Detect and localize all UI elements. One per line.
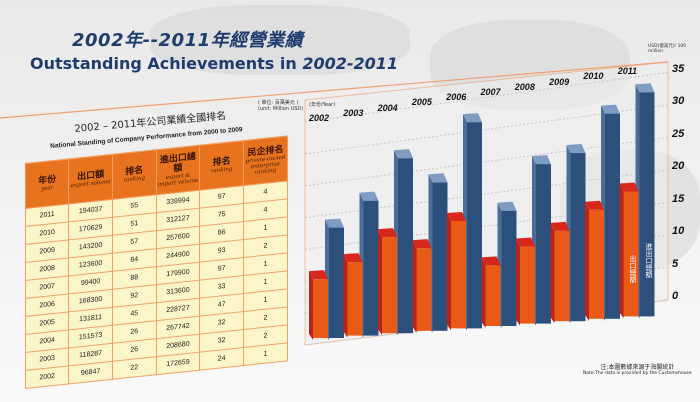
title-en-years: 2002-2011 (302, 54, 399, 73)
page-title-zh: 2002年--2011年經營業績 (72, 30, 304, 51)
bar-total-top (394, 149, 413, 159)
x-tick-label: 2003 (343, 107, 364, 118)
bar-total-2006 (467, 122, 482, 329)
bar-export-2002 (313, 279, 328, 338)
x-tick-label: 2002 (309, 113, 330, 123)
bar-total-2003 (363, 200, 379, 336)
table-unit: ( 單位: 百萬美元 ) (unit: Million USD) (258, 100, 303, 112)
gridline (304, 72, 669, 123)
bar-export-top (481, 256, 501, 266)
bar-total-top (601, 104, 620, 114)
x-tick-label: 2005 (411, 97, 432, 108)
bar-export-side (619, 183, 624, 319)
bar-export-side (481, 257, 486, 328)
bar-export-2008 (520, 246, 535, 324)
bar-export-side (343, 254, 348, 338)
bar-export-side (309, 271, 313, 340)
bar-export-2005 (416, 248, 432, 331)
x-tick-label: 2006 (446, 92, 467, 103)
x-tick-label: 2010 (583, 71, 604, 82)
bar-total-top (566, 144, 586, 154)
bar-total-2007 (501, 210, 517, 326)
note-en: Note:The data is provided by the Customs… (583, 371, 692, 376)
y-tick-label: 5 (672, 257, 679, 270)
bar-export-top (516, 237, 535, 247)
bar-export-side (516, 238, 520, 326)
bar-export-side (585, 201, 589, 321)
bar-export-top (619, 182, 639, 192)
y-tick-label: 0 (672, 290, 679, 302)
bar-export-side (378, 229, 382, 336)
bar-total-top (325, 218, 344, 228)
bar-total-top (497, 201, 517, 211)
bar-export-top (343, 253, 363, 263)
y-tick-label: 10 (672, 225, 685, 237)
unit-en: (unit: Million USD) (258, 106, 304, 112)
x-tick-label: 2008 (514, 81, 535, 92)
bar-export-top (550, 221, 570, 231)
title-en-prefix: Outstanding Achievements in (30, 54, 303, 73)
x-tick-label: 2011 (617, 66, 638, 77)
x-tick-label: 2009 (549, 76, 570, 87)
series-label-export: 出口總額 (629, 255, 637, 283)
y-tick-label: 30 (672, 95, 685, 107)
bar-export-2011 (623, 191, 639, 317)
x-tick-label: 2004 (377, 102, 398, 113)
bar-export-2004 (382, 237, 397, 334)
bar-total-top (359, 191, 379, 201)
world-map-shape (150, 5, 410, 75)
bar-total-top (428, 173, 448, 183)
bar-export-side (412, 240, 417, 333)
bar-export-2007 (485, 265, 501, 326)
bar-export-2010 (589, 209, 604, 319)
x-axis-note: (年份/Year) (309, 102, 336, 108)
bar-total-top (463, 113, 482, 123)
bar-export-2009 (554, 230, 570, 322)
bar-export-top (447, 211, 466, 221)
bar-total-2009 (570, 153, 586, 322)
bar-total-2002 (329, 227, 344, 338)
bar-export-side (447, 212, 451, 331)
y-tick-label: 35 (672, 62, 685, 75)
bar-export-top (585, 200, 604, 210)
unit-zh: ( 單位: 百萬美元 ) (258, 100, 299, 106)
bar-export-side (550, 222, 555, 324)
footer-note: 注:本圖數據來源于海關統計 Note:The data is provided b… (583, 362, 692, 376)
x-tick-label: 2007 (480, 87, 501, 97)
bar-total-top (532, 155, 551, 165)
series-label-total: 進出口總額 (645, 243, 653, 278)
year-axis-line (0, 61, 669, 119)
bar-total-2011 (639, 92, 655, 317)
bar-total-2010 (605, 113, 620, 319)
bar-total-2008 (536, 164, 551, 324)
y-tick-label: 20 (672, 160, 685, 172)
bar-total-2005 (432, 182, 448, 331)
y-tick-label: 25 (672, 127, 685, 140)
bar-export-top (412, 239, 432, 249)
bar-export-top (378, 228, 397, 238)
page-title-en: Outstanding Achievements in 2002-2011 (30, 54, 398, 73)
bar-total-top (635, 83, 655, 93)
note-zh: 注:本圖數據來源于海關統計 (600, 364, 675, 371)
bar-export-2003 (347, 262, 363, 336)
y-tick-label: 15 (672, 192, 685, 205)
bar-total-2004 (398, 158, 413, 334)
bar-export-2006 (451, 220, 466, 329)
y-axis-unit: USD(億美元)/ 100 million (648, 44, 687, 54)
bar-export-top (309, 270, 328, 280)
